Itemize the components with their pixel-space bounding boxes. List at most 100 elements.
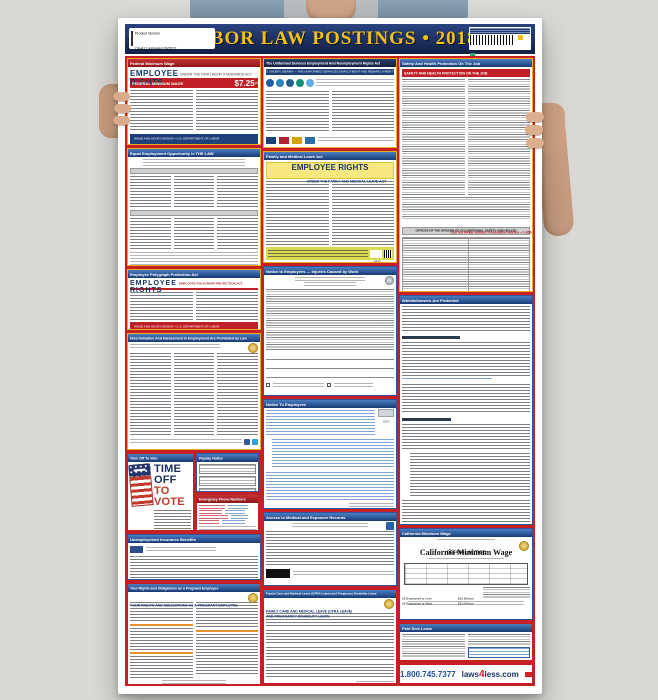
section-california-minimum-wage: California Minimum Wage OFFICIAL NOTICE … [399, 528, 533, 620]
whd-label: WHD [373, 260, 381, 263]
offices-table-left [403, 238, 469, 291]
eagle-logo-icon [292, 136, 302, 144]
header-label: Paid Sick Leave [402, 625, 433, 631]
header-label: Payday Notice [199, 456, 223, 460]
section-body: EDD [264, 408, 396, 508]
person-left-finger [113, 116, 130, 125]
emergency-row [199, 510, 256, 514]
header-label: California Minimum Wage [402, 530, 451, 536]
text-block [195, 602, 258, 628]
poster-header: Product Version CA-A1 Laminated 09/2017 … [125, 24, 535, 58]
text-block [408, 601, 524, 605]
header-label: Access to Medical and Exposure Records [266, 514, 346, 520]
section-header: Emergency Phone Numbers [197, 495, 258, 503]
bold-subhead [402, 336, 460, 339]
footer-website: laws4less.com [462, 669, 519, 680]
person-left-finger [113, 92, 130, 101]
text-block [402, 384, 530, 414]
fmla-title: EMPLOYEE RIGHTS [291, 163, 369, 172]
orange-subhead [130, 652, 193, 654]
text-block [195, 634, 258, 676]
calosha-label: Cal/OSHA [272, 579, 287, 583]
checkbox-row [266, 381, 394, 389]
text-block [331, 91, 394, 133]
minwage-schedule: 25 Employees or Less 26 Employees or Mor… [402, 587, 530, 606]
section-header: Paid Sick Leave [400, 624, 532, 632]
official-notice-label: OFFICIAL NOTICE [446, 549, 486, 555]
text-block [293, 570, 394, 577]
text-block [130, 344, 220, 350]
section-header: Family Care and Medical Leave (CFRA Leav… [264, 590, 396, 598]
osha-logo-icon [386, 522, 394, 530]
header-label: Family Care and Medical Leave (CFRA Leav… [266, 592, 377, 596]
text-block [304, 282, 356, 286]
flsa-title: EMPLOYEE RIGHTS [130, 69, 179, 87]
text-block [266, 91, 329, 133]
section-body: SAFETY AND HEALTH PROTECTION ON THE JOB … [400, 67, 532, 291]
edd-label: EDD [133, 556, 140, 560]
whd-logo-icon: WHD [370, 249, 382, 262]
userra-footer-logos [266, 135, 394, 145]
section-body: YOUR RIGHTS AND OBLIGATIONS AS A PREGNAN… [128, 592, 260, 684]
text-block [318, 137, 394, 143]
text-block [217, 176, 259, 208]
qr-code-icon [131, 31, 133, 46]
header-label: Unemployment Insurance Benefits [130, 536, 196, 542]
section-body: EDD [128, 543, 260, 579]
barcode-header [470, 28, 530, 34]
text-block [130, 176, 171, 208]
section-header: California Minimum Wage [400, 529, 532, 537]
text-block [266, 410, 375, 436]
edd-logo-icon: EDD [130, 546, 143, 560]
text-block [130, 439, 242, 445]
numbered-list-block [410, 453, 530, 497]
section-body: EMPLOYEE RIGHTS EMPLOYEE POLYGRAPH PROTE… [128, 278, 260, 329]
pregnant-title: YOUR RIGHTS AND OBLIGATIONS AS A PREGNAN… [130, 603, 238, 608]
section-body [264, 275, 396, 391]
section-discrimination: Discrimination And Harassment in Employm… [127, 333, 261, 450]
userra-icon [266, 79, 274, 87]
form-line [266, 351, 394, 360]
text-block [272, 439, 394, 469]
section-body: YOUR RIGHTS UNDER USERRA — THE UNIFORMED… [264, 67, 396, 147]
barcode-icon [470, 35, 514, 45]
section-body [197, 503, 258, 530]
text-block [224, 510, 245, 514]
text-block [482, 587, 530, 599]
text-columns [130, 292, 258, 320]
dol-logo-icon [266, 136, 276, 144]
text-block [316, 79, 394, 87]
text-block [199, 515, 228, 519]
text-columns [266, 181, 394, 245]
checkbox-icon [266, 383, 270, 387]
text-columns [402, 79, 530, 195]
section-body [400, 304, 532, 524]
state-seal-icon [385, 276, 394, 285]
text-block [402, 500, 530, 522]
text-columns [266, 91, 394, 133]
medical-footer: Cal/OSHA [266, 568, 394, 583]
text-block [437, 539, 495, 542]
text-block [199, 526, 256, 530]
section-emergency-phone-numbers: Emergency Phone Numbers [196, 494, 259, 531]
site-pre: laws [461, 669, 479, 679]
header-label: Notice to Employees — Injuries Caused by… [266, 268, 359, 274]
dfeh-seal-icon [248, 343, 258, 353]
text-block [273, 383, 325, 387]
text-block [402, 342, 530, 376]
product-line2: CA-A1 Laminated 09/2017 [135, 46, 177, 51]
text-block [268, 249, 368, 258]
userra-subheader-bar: YOUR RIGHTS UNDER USERRA — THE UNIFORMED… [264, 69, 396, 75]
section-header: Payday Notice [197, 454, 258, 462]
dfeh-seal-icon [248, 593, 258, 603]
footer-tag-icon [524, 671, 532, 677]
text-block [402, 306, 530, 332]
text-column [195, 602, 258, 678]
section-body: FAMILY CARE AND MEDICAL LEAVE (CFRA LEAV… [264, 598, 396, 683]
section-time-off-to-vote: Time Off To Vote TIME OFF TO VOTE [127, 453, 194, 531]
userra-icon [286, 79, 294, 87]
facebook-icon [244, 439, 250, 445]
text-block [349, 503, 394, 508]
text-block [427, 558, 505, 561]
text-column [467, 634, 530, 658]
